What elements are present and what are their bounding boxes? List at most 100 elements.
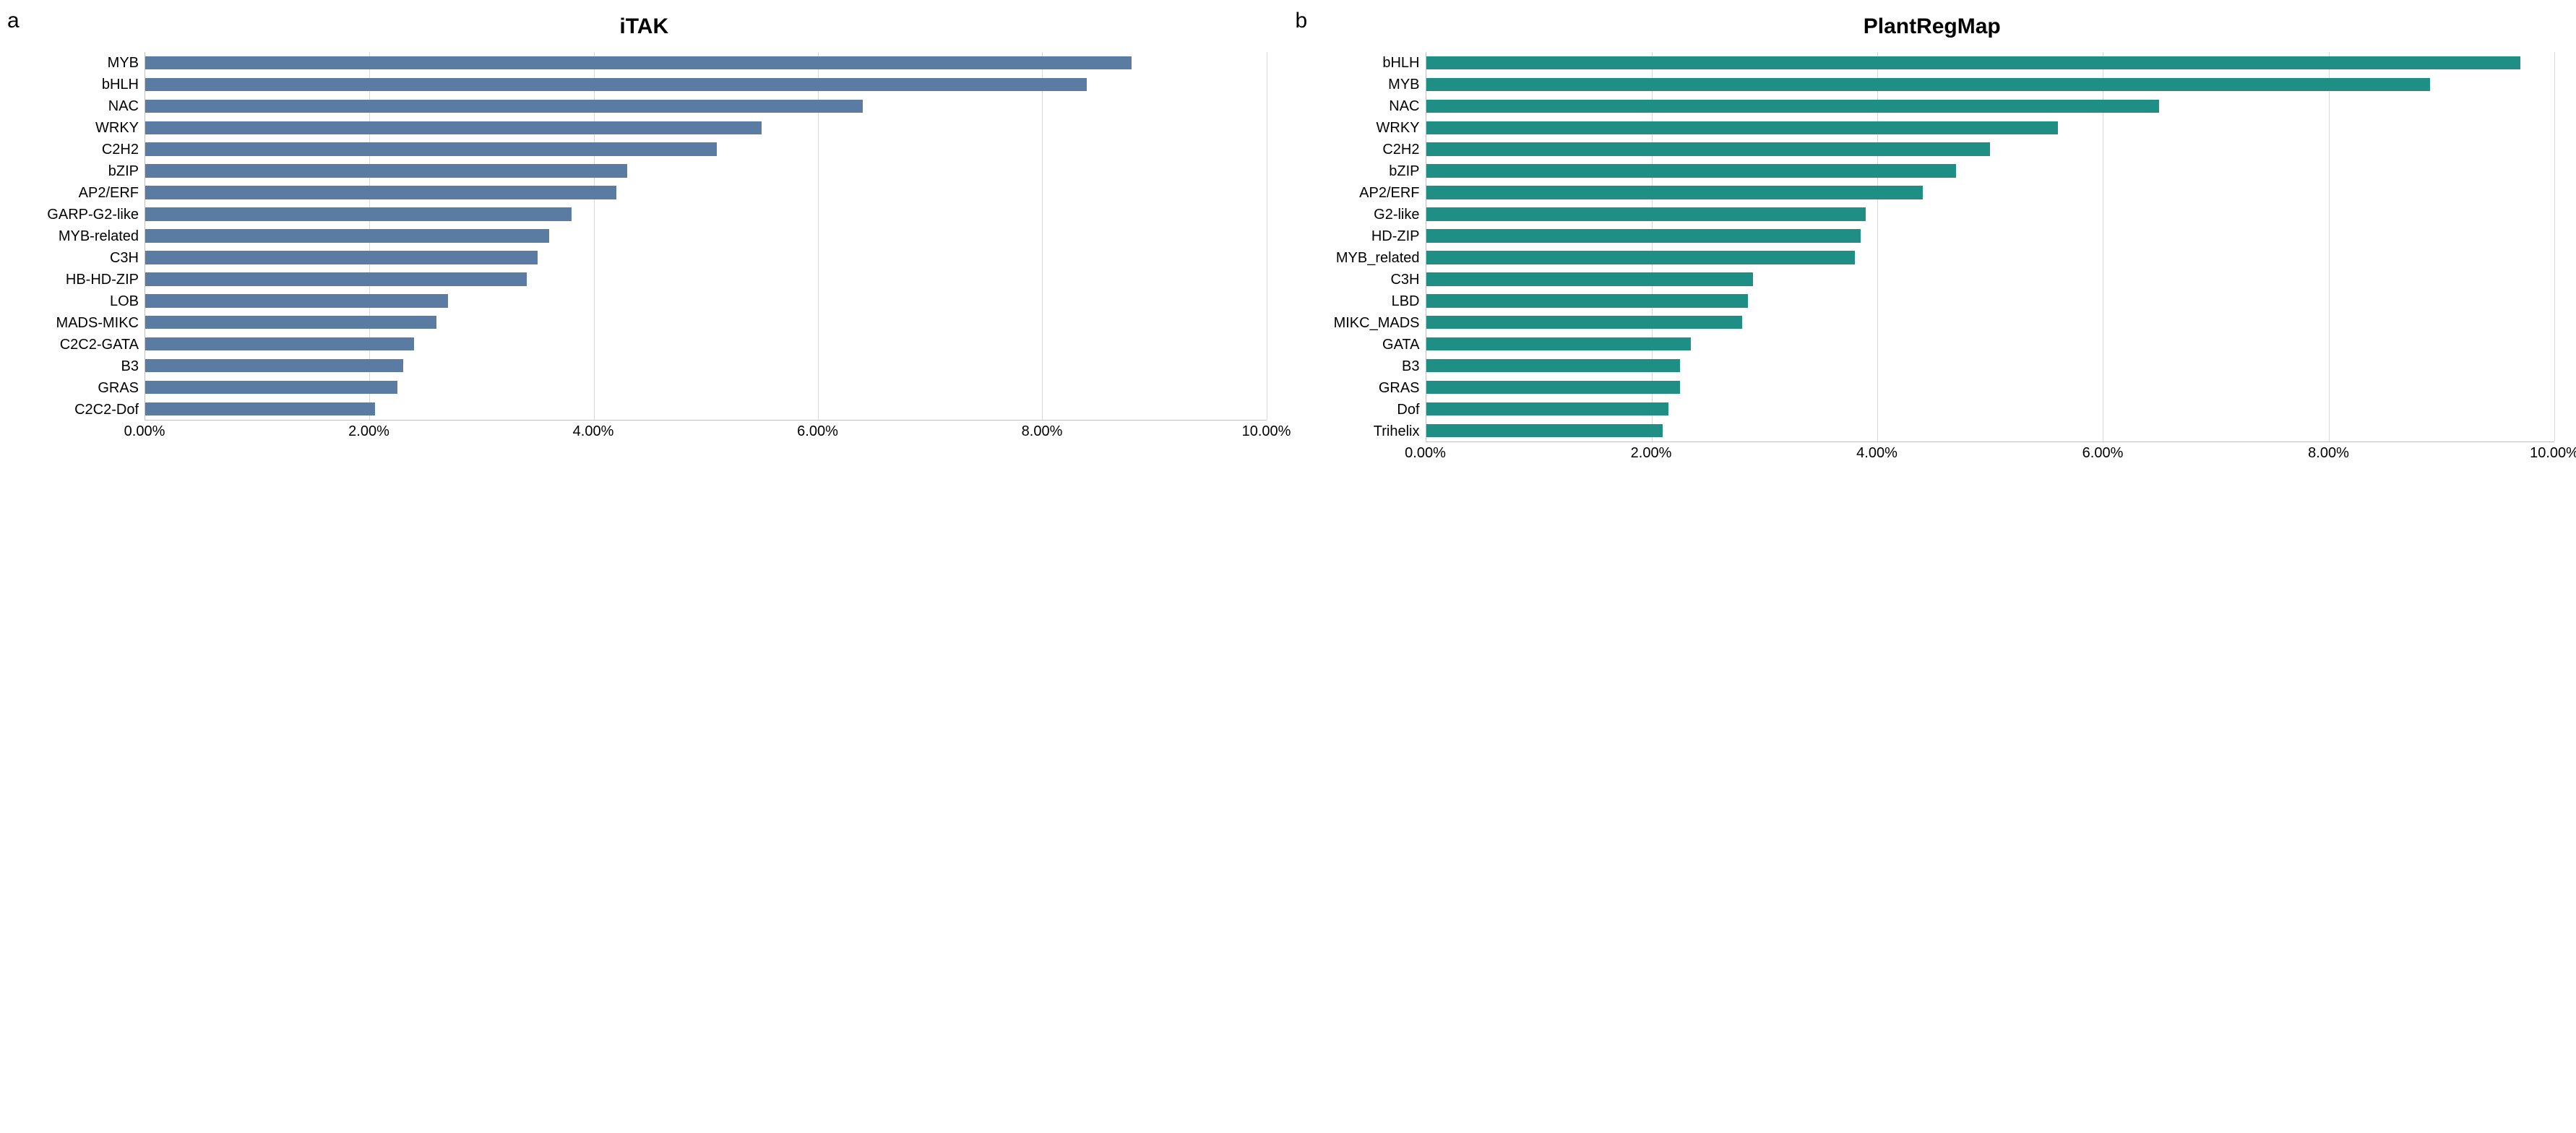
x-axis-b: 0.00%2.00%4.00%6.00%8.00%10.00%: [1426, 445, 2555, 467]
bar: [1426, 294, 1748, 308]
category-label: C3H: [110, 247, 139, 269]
category-label: WRKY: [95, 117, 139, 139]
bar-row: [1426, 290, 2555, 311]
category-label: B3: [121, 356, 139, 377]
bar-row: [145, 398, 1267, 420]
category-label: GRAS: [1379, 377, 1420, 399]
category-label: LBD: [1392, 290, 1420, 312]
bar: [1426, 186, 1923, 199]
y-axis-labels-b: bHLHMYBNACWRKYC2H2bZIPAP2/ERFG2-likeHD-Z…: [1310, 52, 1426, 442]
bar: [1426, 142, 1991, 156]
category-label: C2C2-GATA: [60, 334, 139, 356]
bar: [145, 359, 403, 373]
category-label: HB-HD-ZIP: [66, 269, 139, 290]
bar: [145, 142, 717, 156]
bar-row: [145, 333, 1267, 355]
category-label: NAC: [1389, 95, 1419, 117]
bar-row: [1426, 333, 2555, 355]
bar: [1426, 251, 1855, 264]
bar: [1426, 337, 1692, 351]
x-tick-label: 10.00%: [2530, 445, 2576, 462]
bar-row: [1426, 52, 2555, 74]
bar-row: [1426, 398, 2555, 420]
x-tick-label: 4.00%: [1856, 445, 1897, 462]
category-label: AP2/ERF: [1359, 182, 1419, 204]
bar: [145, 251, 538, 264]
plot-area-a: [145, 52, 1267, 421]
bar: [1426, 164, 1957, 178]
category-label: C2H2: [1382, 139, 1419, 160]
chart-area-a: MYBbHLHNACWRKYC2H2bZIPAP2/ERFGARP-G2-lik…: [22, 52, 1267, 421]
bar: [145, 56, 1132, 70]
x-tick-label: 2.00%: [348, 423, 389, 440]
category-label: GATA: [1382, 334, 1419, 356]
panel-title-a: iTAK: [22, 14, 1267, 39]
category-label: bZIP: [1389, 160, 1419, 182]
category-label: bHLH: [102, 74, 139, 95]
bar: [145, 164, 627, 178]
bar: [145, 294, 448, 308]
bar: [1426, 207, 1866, 221]
category-label: MADS-MIKC: [56, 312, 139, 334]
bar-row: [1426, 74, 2555, 95]
bar: [1426, 381, 1680, 395]
bar-row: [1426, 355, 2555, 376]
x-tick-label: 0.00%: [124, 423, 165, 440]
panel-label-b: b: [1296, 9, 1308, 33]
bar: [145, 121, 762, 135]
x-tick-label: 6.00%: [2082, 445, 2124, 462]
bar-row: [145, 95, 1267, 117]
bar-row: [145, 311, 1267, 333]
bar-row: [145, 117, 1267, 139]
bars-b: [1426, 52, 2555, 441]
bar-row: [145, 160, 1267, 182]
panel-b: b PlantRegMap bHLHMYBNACWRKYC2H2bZIPAP2/…: [1310, 14, 2555, 467]
bar: [145, 186, 616, 199]
bar: [1426, 229, 1861, 243]
bar-row: [145, 182, 1267, 204]
category-label: MYB_related: [1336, 247, 1420, 269]
bar-row: [1426, 268, 2555, 290]
bar-row: [1426, 160, 2555, 182]
bar-row: [1426, 117, 2555, 139]
category-label: C2H2: [102, 139, 139, 160]
category-label: B3: [1402, 356, 1419, 377]
bar: [145, 381, 397, 395]
bar: [145, 100, 863, 113]
bar-row: [1426, 311, 2555, 333]
bar-row: [1426, 139, 2555, 160]
bar: [1426, 100, 2160, 113]
bar-row: [145, 74, 1267, 95]
x-tick-label: 6.00%: [797, 423, 838, 440]
bar: [145, 402, 375, 416]
category-label: LOB: [110, 290, 139, 312]
x-tick-label: 8.00%: [2308, 445, 2349, 462]
bar-row: [1426, 420, 2555, 441]
x-tick-label: 2.00%: [1631, 445, 1672, 462]
bars-a: [145, 52, 1267, 420]
category-label: C3H: [1390, 269, 1419, 290]
category-label: GARP-G2-like: [47, 204, 139, 225]
bar: [145, 272, 527, 286]
category-label: bZIP: [108, 160, 139, 182]
bar: [145, 229, 549, 243]
bar-row: [145, 246, 1267, 268]
bar-row: [1426, 376, 2555, 398]
x-tick-label: 0.00%: [1405, 445, 1446, 462]
y-axis-labels-a: MYBbHLHNACWRKYC2H2bZIPAP2/ERFGARP-G2-lik…: [22, 52, 145, 421]
category-label: MYB: [1388, 74, 1419, 95]
bar: [145, 207, 572, 221]
bar-row: [145, 355, 1267, 376]
bar: [145, 337, 414, 351]
bar-row: [145, 225, 1267, 247]
category-label: WRKY: [1377, 117, 1420, 139]
bar: [1426, 272, 1754, 286]
bar: [1426, 56, 2521, 70]
bar: [145, 78, 1087, 92]
category-label: C2C2-Dof: [74, 399, 139, 421]
category-label: AP2/ERF: [79, 182, 139, 204]
panel-title-b: PlantRegMap: [1310, 14, 2555, 39]
bar-row: [145, 139, 1267, 160]
panel-label-a: a: [7, 9, 20, 33]
category-label: MYB-related: [59, 225, 139, 247]
